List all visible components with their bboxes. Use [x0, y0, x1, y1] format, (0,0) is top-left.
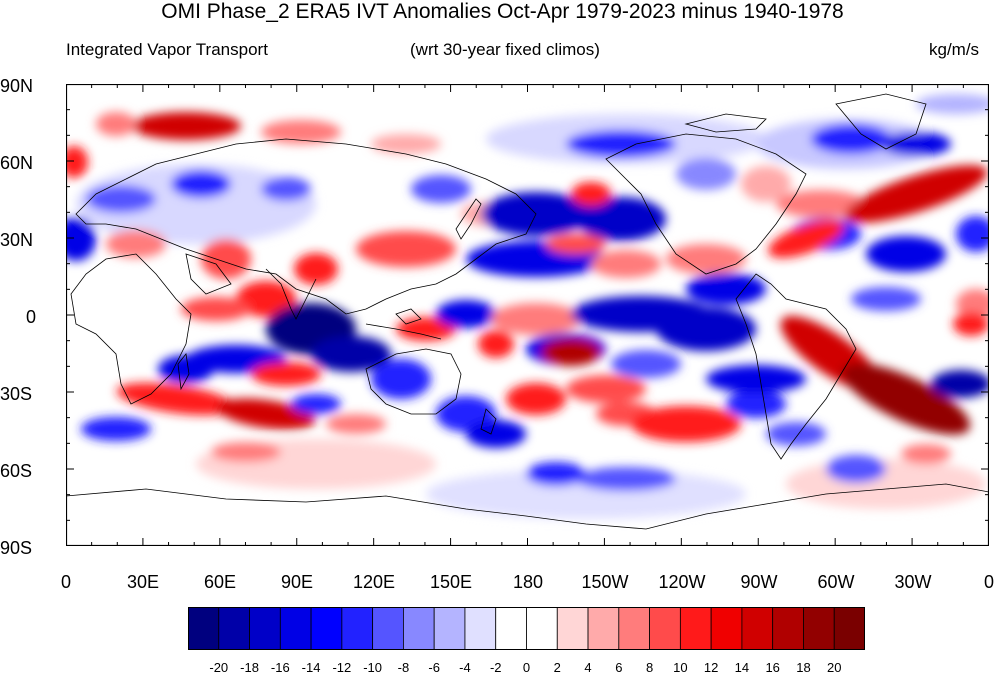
coastlines [65, 93, 990, 530]
colorbar-tick-label: -18 [240, 660, 259, 675]
map-svg [56, 83, 996, 547]
colorbar-swatch [772, 606, 804, 651]
colorbar-tick-label: -6 [428, 660, 440, 675]
colorbar-tick-label: -14 [301, 660, 321, 675]
lon-label-150w: 150W [581, 572, 629, 592]
colorbar-swatch [372, 606, 404, 651]
colorbar-tick-label: -8 [397, 660, 410, 675]
colorbar-swatch [187, 606, 220, 651]
colorbar-tick-label: -20 [209, 660, 229, 675]
lat-label-60n: 60N [0, 153, 34, 173]
colorbar-tick-label: -2 [489, 660, 502, 675]
colorbar-swatch [587, 606, 620, 651]
colorbar-swatch [710, 606, 743, 651]
lon-label-60e: 60E [203, 572, 237, 592]
map-ticks [65, 83, 990, 547]
colorbar-swatch [556, 606, 589, 651]
lon-label-120w: 120W [658, 572, 706, 592]
lon-label-90e: 90E [280, 572, 314, 592]
colorbar-tick-label: 18 [796, 660, 811, 675]
colorbar-tick-label: 2 [553, 660, 561, 675]
colorbar-tick-label: 8 [645, 660, 654, 675]
colorbar-tick-label: 4 [584, 660, 592, 675]
lat-label-eq: 0 [26, 307, 37, 327]
colorbar-tick-label: 20 [826, 660, 842, 675]
lat-label-90s: 90S [0, 538, 33, 558]
colorbar-swatch [526, 606, 558, 651]
lon-label-30w: 30W [894, 572, 932, 592]
colorbar-swatch [249, 606, 281, 651]
lon-label-90w: 90W [740, 572, 778, 592]
lon-label-0: 0 [60, 572, 72, 592]
colorbar-swatch [310, 606, 343, 651]
lat-label-30s: 30S [0, 384, 33, 404]
colorbar-swatch [741, 606, 774, 651]
colorbar-svg [187, 606, 866, 651]
colorbar-tick-label: 16 [765, 660, 780, 675]
colorbar-tick-label: 10 [673, 660, 688, 675]
colorbar-swatch [218, 606, 250, 651]
colorbar-tick-label: 0 [522, 660, 531, 675]
lon-label-60w: 60W [817, 572, 855, 592]
colorbar-swatch [618, 606, 650, 651]
colorbar-swatch [433, 606, 466, 651]
colorbar-tick-label: 14 [734, 660, 750, 675]
lon-label-150e: 150E [429, 572, 473, 592]
colorbar-swatch [341, 606, 374, 651]
colorbar-tick-label: 6 [615, 660, 623, 675]
lat-label-90n: 90N [0, 76, 34, 96]
anomaly-map [56, 83, 996, 547]
colorbar-swatch [803, 606, 835, 651]
colorbar-swatch [833, 606, 866, 651]
lon-label-0-end: 0 [983, 572, 995, 592]
units-label: kg/m/s [929, 40, 980, 59]
lon-label-30e: 30E [126, 572, 160, 592]
colorbar-tick-label: -10 [363, 660, 383, 675]
subtitle-center: (wrt 30-year fixed climos) [410, 40, 600, 59]
figure-title: OMI Phase_2 ERA5 IVT Anomalies Oct-Apr 1… [161, 0, 844, 23]
colorbar-tick-label: -4 [459, 660, 471, 675]
subtitle-left: Integrated Vapor Transport [66, 40, 268, 59]
colorbar-swatch [495, 606, 527, 651]
colorbar-tick-label: -12 [332, 660, 352, 675]
lon-label-180: 180 [512, 572, 544, 592]
colorbar-swatch [464, 606, 497, 651]
anomaly-field [56, 94, 996, 519]
colorbar-swatch [679, 606, 712, 651]
lat-label-60s: 60S [0, 461, 33, 481]
colorbar [187, 606, 866, 651]
colorbar-swatch [403, 606, 435, 651]
colorbar-swatch [279, 606, 312, 651]
colorbar-tick-label: -16 [270, 660, 290, 675]
lon-label-120e: 120E [352, 572, 396, 592]
colorbar-tick-label: 12 [703, 660, 719, 675]
colorbar-swatch [649, 606, 681, 651]
lat-label-30n: 30N [0, 230, 34, 250]
